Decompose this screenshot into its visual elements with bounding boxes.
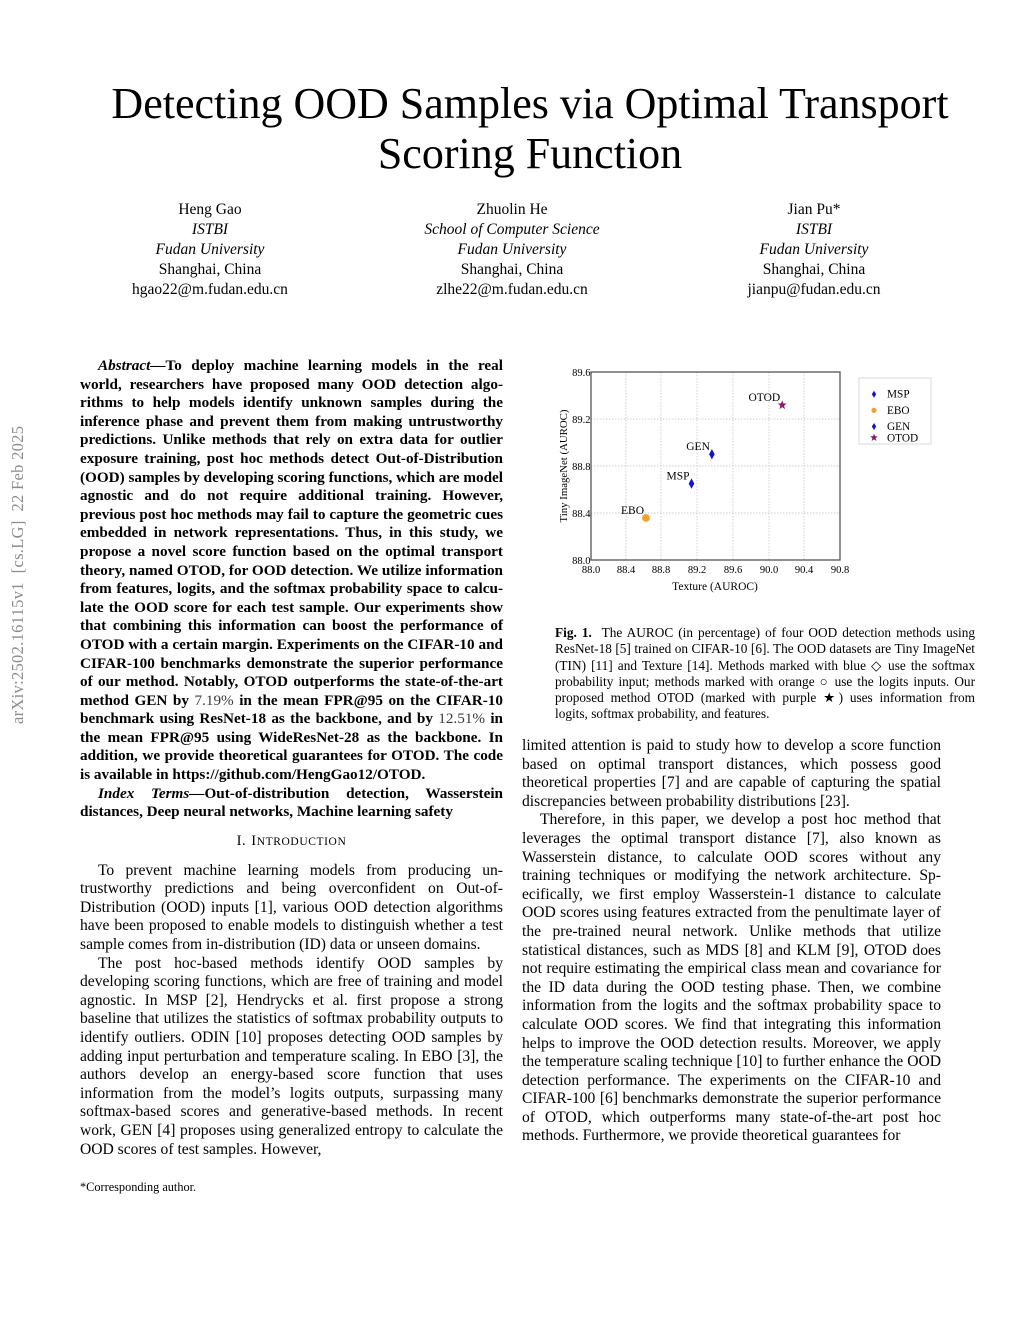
svg-text:GEN: GEN <box>686 441 710 453</box>
svg-text:90.0: 90.0 <box>760 565 778 576</box>
svg-text:89.6: 89.6 <box>724 565 742 576</box>
svg-text:88.4: 88.4 <box>572 509 591 520</box>
svg-text:88.0: 88.0 <box>572 556 590 567</box>
svg-text:OTOD: OTOD <box>887 433 918 445</box>
svg-text:MSP: MSP <box>666 471 689 483</box>
svg-text:88.8: 88.8 <box>652 565 670 576</box>
svg-text:EBO: EBO <box>887 405 910 417</box>
svg-text:MSP: MSP <box>887 389 910 401</box>
svg-text:89.6: 89.6 <box>572 368 590 379</box>
svg-text:GEN: GEN <box>887 421 910 433</box>
svg-text:89.2: 89.2 <box>688 565 706 576</box>
svg-text:88.8: 88.8 <box>572 462 590 473</box>
svg-text:Tiny ImageNet (AUROC): Tiny ImageNet (AUROC) <box>558 409 570 522</box>
svg-text:89.2: 89.2 <box>572 415 590 426</box>
svg-text:OTOD: OTOD <box>748 392 780 404</box>
svg-text:Texture (AUROC): Texture (AUROC) <box>672 581 758 593</box>
svg-text:88.4: 88.4 <box>617 565 636 576</box>
svg-text:EBO: EBO <box>621 505 644 517</box>
svg-text:90.4: 90.4 <box>795 565 814 576</box>
svg-text:90.8: 90.8 <box>831 565 849 576</box>
